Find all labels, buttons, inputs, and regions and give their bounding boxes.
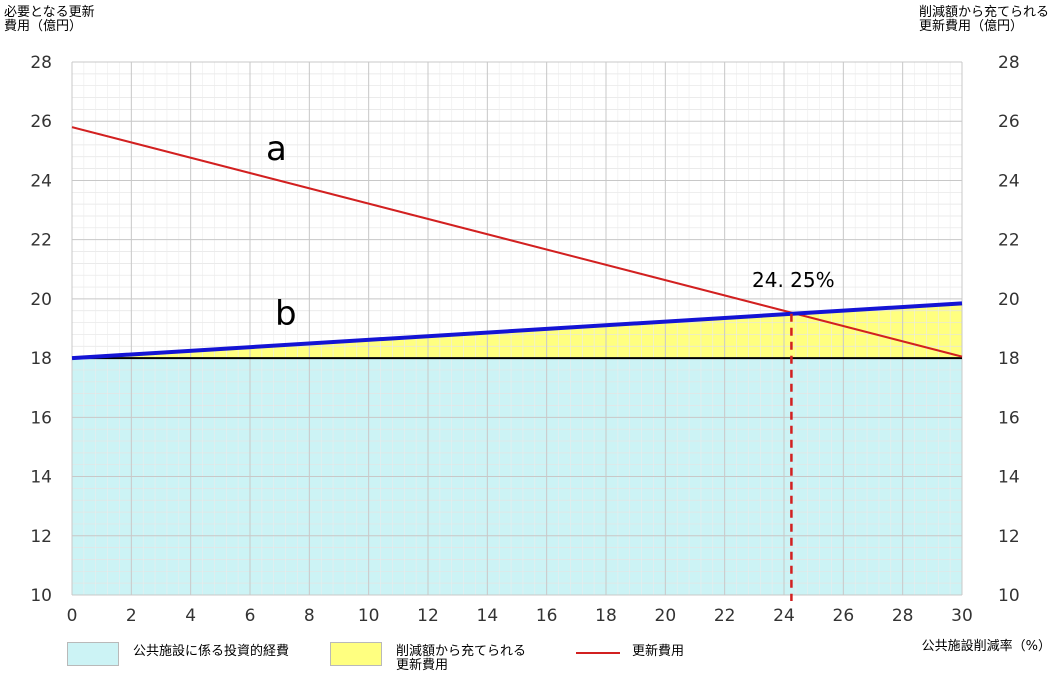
annotation-a: a	[266, 129, 287, 169]
y-tick-label-left: 26	[30, 112, 52, 132]
y-tick-label-right: 18	[998, 349, 1020, 369]
y-tick-label-right: 28	[998, 53, 1020, 73]
x-tick-label: 10	[358, 606, 380, 626]
y-tick-label-left: 16	[30, 408, 52, 428]
y-tick-label-left: 10	[30, 586, 52, 606]
legend-item-renewal-cost: 更新費用	[576, 642, 684, 659]
y-tick-label-right: 22	[998, 231, 1020, 251]
y-tick-label-left: 28	[30, 53, 52, 73]
x-tick-label: 2	[126, 606, 137, 626]
y-tick-label-right: 10	[998, 586, 1020, 606]
y-tick-label-right: 14	[998, 468, 1020, 488]
x-tick-label: 0	[67, 606, 78, 626]
x-tick-label: 26	[833, 606, 855, 626]
y-tick-label-right: 20	[998, 290, 1020, 310]
legend-swatch-investment	[67, 642, 119, 666]
legend-label-reduction: 削減額から充てられる 更新費用	[396, 644, 527, 673]
y-tick-label-left: 14	[30, 468, 52, 488]
x-tick-label: 30	[951, 606, 973, 626]
legend-label-investment: 公共施設に係る投資的経費	[133, 644, 290, 659]
y-tick-label-right: 16	[998, 408, 1020, 428]
y-tick-label-right: 24	[998, 171, 1020, 191]
annotation-crossing-percent: 24. 25%	[752, 268, 835, 292]
annotation-b: b	[275, 294, 297, 334]
y-axis-right-title: 削減額から充てられる 更新費用（億円）	[918, 5, 1049, 34]
x-tick-label: 4	[185, 606, 196, 626]
x-tick-label: 16	[536, 606, 558, 626]
x-tick-label: 22	[714, 606, 736, 626]
y-axis-left-title: 必要となる更新 費用（億円）	[4, 5, 95, 34]
series-line-renewal-cost	[71, 126, 963, 358]
x-tick-label: 6	[245, 606, 256, 626]
y-tick-label-right: 26	[998, 112, 1020, 132]
x-axis-title: 公共施設削減率（%）	[921, 639, 1051, 654]
legend-line-renewal-cost	[576, 652, 620, 654]
x-tick-label: 24	[773, 606, 795, 626]
legend-swatch-reduction	[330, 642, 382, 666]
y-tick-label-left: 22	[30, 231, 52, 251]
x-tick-label: 8	[304, 606, 315, 626]
legend-label-renewal-cost: 更新費用	[632, 644, 685, 659]
y-tick-label-left: 24	[30, 171, 52, 191]
legend-item-investment: 公共施設に係る投資的経費	[67, 642, 289, 666]
x-tick-label: 28	[892, 606, 914, 626]
x-tick-label: 18	[595, 606, 617, 626]
series-line-b	[71, 301, 963, 361]
x-tick-label: 20	[655, 606, 677, 626]
y-tick-label-right: 12	[998, 527, 1020, 547]
legend-item-reduction: 削減額から充てられる 更新費用	[330, 642, 526, 673]
y-tick-label-left: 12	[30, 527, 52, 547]
x-tick-label: 14	[477, 606, 499, 626]
y-tick-label-left: 20	[30, 290, 52, 310]
y-tick-label-left: 18	[30, 349, 52, 369]
x-tick-label: 12	[417, 606, 439, 626]
